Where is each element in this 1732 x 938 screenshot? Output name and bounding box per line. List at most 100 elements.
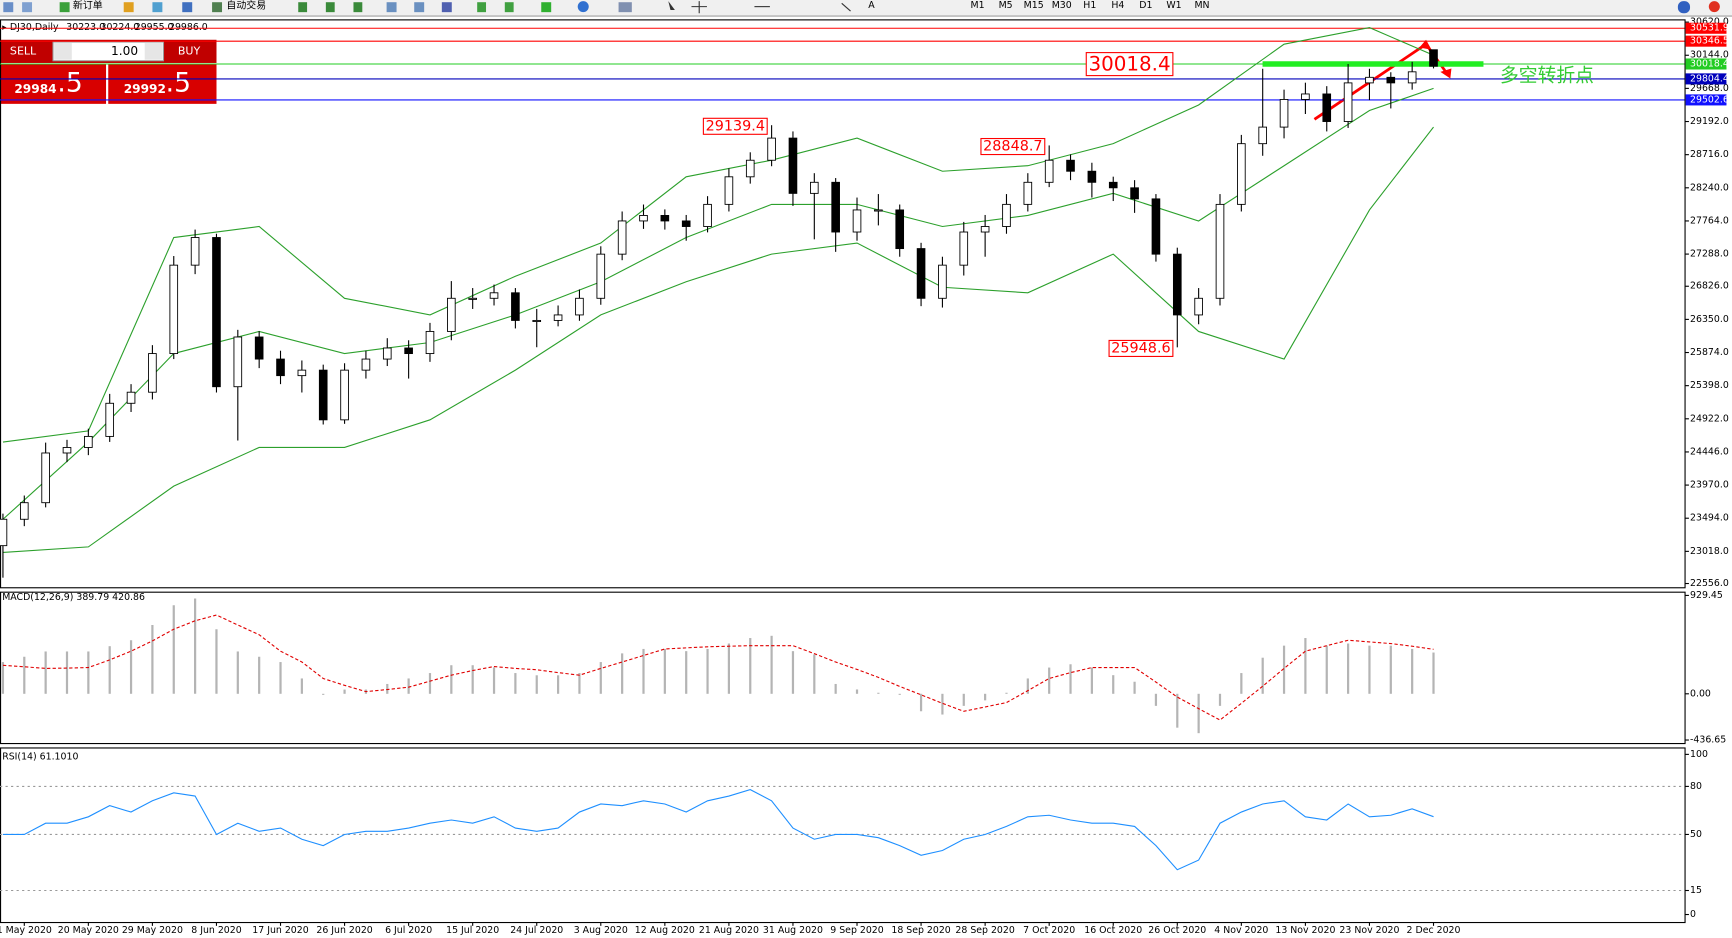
timeframe-button[interactable]: H1 <box>1083 0 1096 11</box>
chart-area <box>0 17 1732 938</box>
timeframe-button[interactable]: M1 <box>971 0 985 11</box>
candle-body <box>980 226 990 233</box>
annotation-note: 多空转折点 <box>1500 65 1594 87</box>
candle-body <box>233 336 243 388</box>
new-order-button[interactable]: 新订单 <box>73 0 103 12</box>
timeframe-button[interactable]: M30 <box>1052 0 1072 11</box>
ask-price[interactable]: 29992 <box>124 82 166 96</box>
candle-body <box>19 502 29 520</box>
trade-panel: SELL 1.00 BUY 29984 .5 29992 .5 <box>0 39 217 104</box>
new-order-icon[interactable] <box>59 2 70 13</box>
candle-body <box>831 181 840 233</box>
candle-body <box>1407 71 1417 84</box>
toolbar-icon[interactable] <box>3 2 14 13</box>
candle-body <box>126 391 136 404</box>
candle-body <box>1130 187 1139 200</box>
sell-button[interactable]: SELL <box>10 44 37 57</box>
lot-plus[interactable] <box>144 43 163 60</box>
panel-frame <box>0 591 1686 745</box>
auto-trading-icon[interactable] <box>212 2 223 13</box>
timeframe-button[interactable]: D1 <box>1139 0 1152 11</box>
toolbar-icon[interactable] <box>298 2 308 13</box>
toolbar-icon[interactable] <box>325 2 335 13</box>
candle-body <box>938 264 947 299</box>
x-tick-label: 16 Oct 2020 <box>1084 925 1142 936</box>
last-ohlc-label: 29986.0 <box>169 22 208 33</box>
toolbar-icon[interactable] <box>414 2 425 13</box>
lot-minus[interactable] <box>54 43 72 60</box>
candle-body <box>1066 159 1075 172</box>
trend-tool[interactable] <box>841 2 851 12</box>
y-tick-label: 15 <box>1690 885 1702 896</box>
candle-body <box>382 347 392 360</box>
timeframe-button[interactable]: H4 <box>1111 0 1124 11</box>
toolbar-icon[interactable] <box>22 2 33 13</box>
timeframe-button[interactable]: W1 <box>1166 0 1181 11</box>
candle-body <box>1429 49 1438 67</box>
ask-price-fraction[interactable]: .5 <box>166 67 191 98</box>
timeframe-button[interactable]: MN <box>1194 0 1209 11</box>
y-tick-label: 26826.0 <box>1690 281 1729 292</box>
lot-value[interactable]: 1.00 <box>111 44 138 58</box>
candle-body <box>575 297 584 316</box>
auto-trading-button[interactable]: 自动交易 <box>226 0 266 12</box>
bollinger-middle <box>2 87 1434 520</box>
toolbar-icon[interactable] <box>477 2 487 13</box>
lot-input[interactable] <box>52 41 165 62</box>
toolbar-icon[interactable] <box>152 2 163 13</box>
alert-icon[interactable] <box>1708 1 1720 13</box>
timeframe-button[interactable]: M15 <box>1024 0 1044 11</box>
candle-body <box>1002 203 1011 227</box>
toolbar-icon[interactable] <box>504 2 514 13</box>
y-tick-label: 23494.0 <box>1690 513 1729 524</box>
toolbar-icon[interactable] <box>182 2 193 13</box>
candle-body <box>767 137 776 161</box>
candle-body <box>1386 76 1396 84</box>
toolbar-icon[interactable] <box>441 2 452 13</box>
buy-button[interactable]: BUY <box>178 44 201 57</box>
toolbar-icon[interactable] <box>618 2 632 13</box>
search-icon[interactable] <box>1677 1 1691 14</box>
candle-body <box>1343 82 1353 122</box>
sell-price-box[interactable] <box>0 64 107 104</box>
annotation-box <box>980 137 1046 156</box>
annotation-box <box>1108 339 1174 357</box>
toolbar-icon[interactable] <box>123 2 134 13</box>
bid-price-fraction[interactable]: .5 <box>57 67 82 98</box>
x-tick-label: 17 Jun 2020 <box>252 925 308 936</box>
level-label: 30018.4 <box>1690 58 1729 69</box>
toolbar-icon[interactable] <box>386 2 397 13</box>
buy-price-box[interactable] <box>108 64 217 104</box>
candle-body <box>1151 198 1161 255</box>
price-annotation: 28848.7 <box>983 139 1042 155</box>
x-tick-label: 23 Nov 2020 <box>1339 925 1399 936</box>
y-tick-label: 50 <box>1690 829 1702 840</box>
x-tick-label: 26 Oct 2020 <box>1148 925 1206 936</box>
bid-price[interactable]: 29984 <box>14 82 56 96</box>
y-tick-label: 25398.0 <box>1690 380 1729 391</box>
timeframe-bar: M1 M5 M15 M30 H1 H4 D1 W1 MN <box>971 0 1210 11</box>
text-tool[interactable]: A <box>868 0 875 11</box>
candle-body <box>1172 253 1182 316</box>
level-tag <box>1685 58 1727 70</box>
timeframe-button[interactable]: M5 <box>999 0 1013 11</box>
candle-body <box>1215 203 1225 299</box>
candle-body <box>617 220 627 255</box>
y-tick-label: 26350.0 <box>1690 314 1729 325</box>
y-tick-label: 22556.0 <box>1690 578 1729 589</box>
y-tick-label: 30620.0 <box>1690 17 1729 28</box>
toolbar-icon[interactable] <box>577 1 589 13</box>
candle-body <box>447 297 456 332</box>
y-tick-label: 27288.0 <box>1690 249 1729 260</box>
toolbar-icon[interactable] <box>353 2 363 13</box>
x-tick-label: 28 Sep 2020 <box>955 925 1014 936</box>
toolbar-icon[interactable] <box>541 2 552 13</box>
crosshair-tool[interactable] <box>691 1 707 14</box>
y-tick-label: 29192.0 <box>1690 116 1729 127</box>
candle-body <box>1279 99 1289 128</box>
candle-body <box>532 319 542 322</box>
candle-body <box>852 209 862 233</box>
candle-body <box>596 253 606 299</box>
x-tick-label: 20 May 2020 <box>58 925 119 936</box>
y-tick-label: 80 <box>1690 781 1702 792</box>
